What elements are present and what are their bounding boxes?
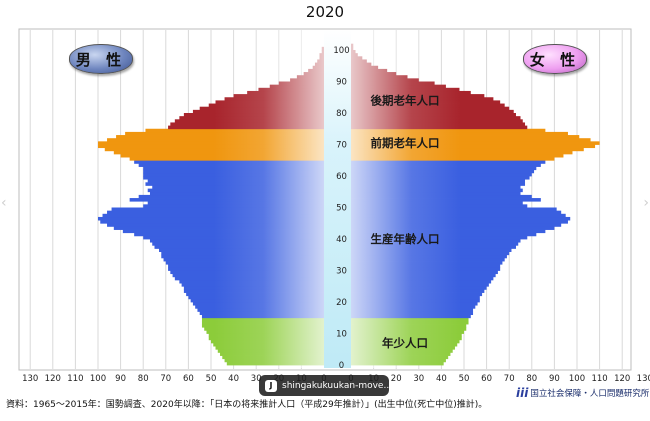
x-tick-label: 110 (591, 374, 607, 384)
x-tick-label: 80 (526, 374, 537, 384)
age-tick-label: 50 (336, 204, 347, 214)
x-tick-label: 20 (391, 374, 402, 384)
video-chip[interactable]: J shingakukuukan-move... (259, 375, 389, 396)
x-tick-label: 100 (90, 374, 106, 384)
age-axis-band (324, 30, 351, 368)
x-tick-label: 120 (614, 374, 630, 384)
male-fade (214, 30, 324, 368)
female-bar (351, 141, 600, 145)
x-tick-label: 120 (45, 374, 61, 384)
male-bars (98, 30, 325, 368)
x-tick-label: 80 (138, 374, 149, 384)
female-bar (351, 147, 584, 152)
prev-arrow-icon[interactable]: ‹ (1, 195, 7, 211)
age-group-label: 年少人口 (382, 336, 428, 350)
x-tick-label: 70 (504, 374, 515, 384)
next-arrow-icon[interactable]: › (643, 195, 649, 211)
center-age-band (324, 30, 351, 368)
x-tick-label: 60 (481, 374, 492, 384)
x-tick-label: 40 (436, 374, 447, 384)
x-tick-label: 50 (459, 374, 470, 384)
x-tick-label: 30 (251, 374, 262, 384)
age-tick-label: 40 (336, 235, 347, 245)
age-tick-label: 20 (336, 298, 347, 308)
video-chip-label: shingakukuukan-move... (282, 380, 389, 391)
x-tick-label: 90 (549, 374, 560, 384)
x-tick-label: 100 (569, 374, 585, 384)
male-bar (98, 141, 324, 145)
age-tick-label: 90 (336, 78, 347, 88)
male-bar (98, 216, 324, 221)
age-group-label: 後期老年人口 (371, 93, 440, 107)
x-tick-label: 40 (228, 374, 239, 384)
x-tick-label: 30 (413, 374, 424, 384)
x-tick-label: 70 (160, 374, 171, 384)
age-tick-label: 0 (339, 361, 344, 371)
age-tick-label: 80 (336, 109, 347, 119)
female-bar (351, 150, 573, 155)
x-tick-label: 60 (183, 374, 194, 384)
female-fade (351, 30, 461, 368)
male-bar (102, 213, 325, 218)
x-tick-label: 90 (115, 374, 126, 384)
channel-icon: J (265, 379, 277, 392)
female-bar (351, 138, 591, 142)
female-bar (351, 135, 580, 139)
age-tick-labels: 0 10 20 30 40 50 60 70 80 90 100 (333, 46, 349, 371)
x-tick-label: 110 (67, 374, 83, 384)
source-note: 資料：1965〜2015年：国勢調査、2020年以降：「日本の将来推計人口（平成… (6, 400, 488, 410)
male-bar (98, 144, 324, 149)
x-tick-label: 50 (206, 374, 217, 384)
chart-title: 2020 (305, 3, 345, 21)
ipss-logo-icon: iii (516, 386, 529, 400)
age-tick-label: 30 (336, 267, 347, 277)
female-bars (351, 30, 600, 368)
x-tick-label: 130 (637, 374, 650, 384)
age-group-label: 前期老年人口 (371, 136, 440, 150)
x-tick-label: 130 (22, 374, 38, 384)
age-tick-label: 100 (333, 46, 349, 56)
org-credit: iii 国立社会保障・人口問題研究所 (516, 386, 649, 400)
male-label: 男 性 (69, 44, 133, 74)
age-tick-label: 70 (336, 141, 347, 151)
age-group-label: 生産年齢人口 (371, 232, 440, 246)
female-label: 女 性 (523, 44, 587, 74)
male-bar (100, 220, 324, 224)
age-tick-label: 10 (336, 330, 347, 340)
org-name: 国立社会保障・人口問題研究所 (530, 389, 650, 399)
age-tick-label: 60 (336, 172, 347, 182)
female-bar (351, 144, 596, 149)
